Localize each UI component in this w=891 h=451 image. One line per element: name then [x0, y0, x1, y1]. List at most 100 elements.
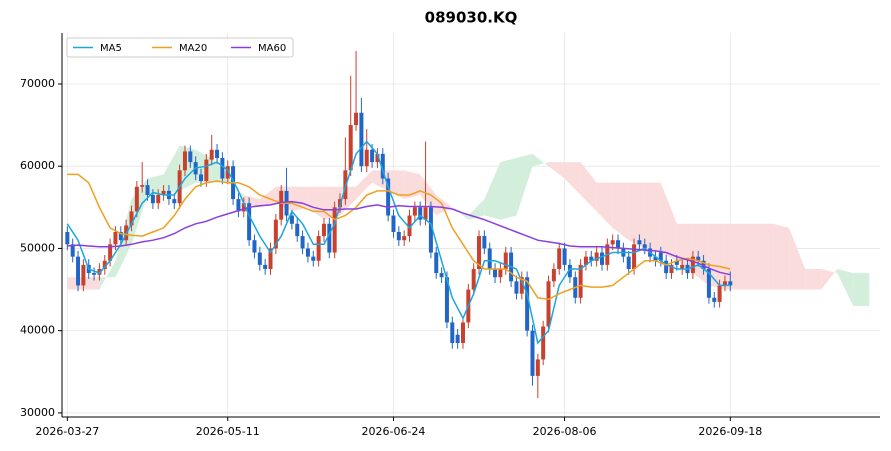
candle-body	[701, 260, 706, 269]
x-tick-label: 2026-09-18	[698, 425, 762, 438]
candle-body	[150, 194, 155, 204]
candle-body	[311, 256, 316, 261]
candle-body	[220, 157, 225, 179]
cloud-segment	[708, 223, 725, 290]
cloud-segment	[692, 223, 709, 286]
cloud-segment	[532, 153, 549, 167]
candle-body	[519, 277, 524, 294]
candle-body	[161, 190, 166, 195]
candle-body	[236, 199, 241, 212]
legend-box	[66, 37, 294, 58]
cloud-segment	[740, 223, 758, 290]
candle-body	[396, 231, 401, 241]
candle-body	[717, 285, 722, 302]
candle-body	[209, 149, 214, 160]
candle-body	[156, 194, 161, 204]
candle-body	[706, 268, 711, 298]
candle-body	[182, 151, 187, 171]
candle-body	[289, 215, 294, 224]
cloud-segment	[436, 194, 453, 216]
candle-body	[268, 248, 273, 269]
candle-body	[434, 252, 439, 274]
cloud-segment	[163, 145, 180, 195]
legend-label: MA60	[258, 43, 286, 54]
candle-body	[102, 260, 107, 269]
y-tick-label: 60000	[20, 159, 55, 172]
candle-body	[722, 281, 727, 286]
candle-body	[380, 153, 385, 179]
candle-body	[97, 268, 102, 275]
ma-line	[67, 200, 731, 276]
candle-body	[108, 244, 113, 261]
candle-body	[696, 256, 701, 261]
candle-body	[204, 159, 209, 182]
candle-body	[487, 248, 492, 269]
candle-body	[578, 264, 583, 298]
candle-body	[503, 252, 508, 269]
candle-body	[567, 264, 572, 278]
candle-body	[514, 281, 519, 294]
cloud-segment	[821, 268, 838, 290]
cloud-segment	[757, 223, 774, 290]
cloud-segment	[773, 223, 790, 290]
x-tick-label: 2026-03-27	[35, 425, 99, 438]
candle-body	[188, 151, 193, 163]
y-tick-label: 40000	[20, 324, 55, 337]
candle-body	[690, 256, 695, 274]
candle-body	[477, 236, 482, 269]
candle-body	[92, 273, 97, 275]
candle-body	[118, 231, 123, 241]
candle-body	[471, 268, 476, 290]
cloud-segment	[468, 199, 485, 220]
candle-body	[455, 334, 460, 343]
candle-body	[412, 207, 417, 216]
x-tick-label: 2026-05-11	[196, 425, 260, 438]
candle-body	[557, 248, 562, 269]
cloud-segment	[676, 223, 693, 274]
candle-body	[252, 240, 257, 253]
candle-body	[444, 277, 449, 323]
candle-body	[589, 256, 594, 261]
candle-body	[273, 219, 278, 249]
candle-body	[295, 223, 300, 237]
candle-body	[525, 277, 530, 331]
candle-body	[70, 244, 75, 257]
cloud-segment	[420, 174, 437, 216]
candle-body	[327, 223, 332, 253]
candle-body	[653, 256, 658, 261]
candle-body	[637, 240, 642, 245]
candle-body	[241, 203, 246, 212]
candle-body	[498, 268, 503, 278]
candle-body	[113, 231, 118, 245]
candle-body	[375, 153, 380, 163]
candle-body	[215, 149, 220, 158]
cloud-segment	[805, 268, 822, 290]
candle-body	[257, 252, 262, 265]
cloud-segment	[211, 157, 228, 183]
cloud-segment	[580, 162, 597, 212]
ma-line	[67, 173, 731, 301]
candle-body	[632, 244, 637, 269]
candle-body	[348, 125, 353, 171]
candle-body	[332, 207, 337, 253]
candle-body	[279, 190, 284, 220]
candle-body	[199, 174, 204, 182]
candle-body	[610, 240, 615, 245]
candle-body	[65, 231, 70, 245]
candle-body	[354, 112, 359, 126]
candle-body	[407, 215, 412, 237]
candle-body	[364, 149, 369, 167]
cloud-segment	[644, 182, 661, 253]
candle-body	[482, 236, 487, 249]
cloud-segment	[259, 186, 276, 208]
candle-body	[546, 281, 551, 327]
candle-body	[263, 264, 268, 269]
candle-body	[541, 326, 546, 360]
candle-body	[428, 207, 433, 253]
y-tick-label: 30000	[20, 406, 55, 419]
candle-body	[129, 211, 134, 226]
candle-body	[76, 256, 81, 286]
candle-body	[370, 149, 375, 163]
candle-body	[247, 203, 252, 241]
candle-body	[423, 207, 428, 220]
